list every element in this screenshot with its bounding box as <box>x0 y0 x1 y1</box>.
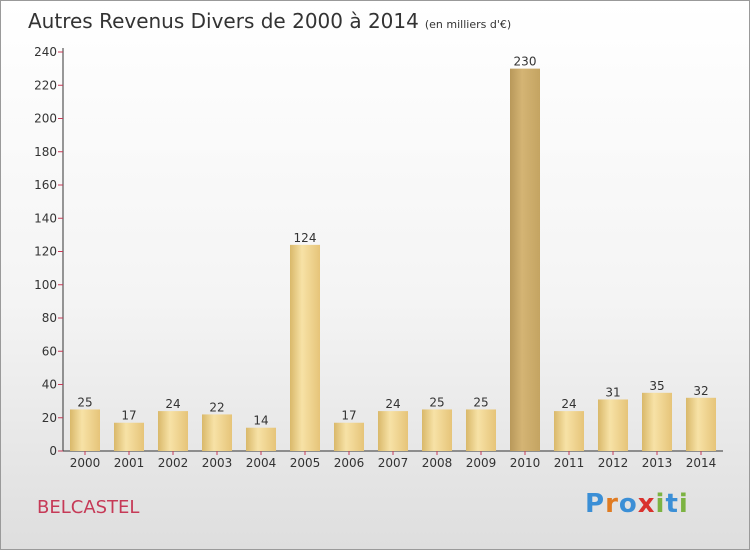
y-tick-label: 0 <box>49 444 57 458</box>
proxiti-logo[interactable]: Proxiti <box>585 489 689 519</box>
bar-value-label: 31 <box>605 385 620 399</box>
bar <box>334 422 364 451</box>
bars: 25 17 24 22 14 124 17 24 25 25 230 24 31 35 32 <box>70 55 716 451</box>
y-tick-label: 60 <box>42 344 57 358</box>
bar-value-label: 25 <box>77 395 92 409</box>
bar <box>158 411 188 451</box>
bar <box>686 397 716 451</box>
x-tick-label: 2013 <box>642 456 673 470</box>
y-tick-label: 140 <box>34 211 57 225</box>
bar <box>466 409 496 451</box>
bar-value-label: 22 <box>209 400 224 414</box>
bar-value-label: 14 <box>253 414 268 428</box>
title-unit: (en milliers d'€) <box>424 18 512 31</box>
logo-letter: i <box>678 489 689 519</box>
x-tick-label: 2007 <box>378 456 409 470</box>
bar-value-label: 230 <box>514 55 537 69</box>
bar <box>554 411 584 451</box>
y-tick-label: 220 <box>34 78 57 92</box>
chart-title: Autres Revenus Divers de 2000 à 2014 (en … <box>28 9 511 33</box>
x-tick-label: 2005 <box>290 456 321 470</box>
bar <box>114 422 144 451</box>
x-tick-label: 2003 <box>202 456 233 470</box>
x-tick-label: 2011 <box>554 456 585 470</box>
y-tick-label: 100 <box>34 278 57 292</box>
title-text: Autres Revenus Divers de 2000 à 2014 <box>28 9 419 33</box>
bar-value-label: 17 <box>341 409 356 423</box>
logo-letter: i <box>655 489 666 519</box>
bar-value-label: 24 <box>561 397 576 411</box>
y-tick-label: 160 <box>34 178 57 192</box>
bar-value-label: 24 <box>165 397 180 411</box>
y-tick-label: 20 <box>42 411 57 425</box>
bar <box>202 414 232 451</box>
bar <box>642 392 672 451</box>
x-tick-label: 2000 <box>70 456 101 470</box>
bar-value-label: 124 <box>294 231 317 245</box>
logo-letter: r <box>605 489 619 519</box>
x-tick-label: 2008 <box>422 456 453 470</box>
axes: 0 20 40 60 80 100 120 140 160 180 200 220 240 2000 200… <box>34 45 723 470</box>
bar <box>510 68 540 451</box>
logo-letter: P <box>585 489 606 519</box>
bar <box>246 427 276 451</box>
bar <box>378 411 408 451</box>
y-tick-label: 240 <box>34 45 57 59</box>
bar-value-label: 25 <box>429 395 444 409</box>
y-tick-label: 80 <box>42 311 57 325</box>
x-tick-label: 2012 <box>598 456 629 470</box>
y-tick-label: 40 <box>42 378 57 392</box>
bar <box>598 399 628 451</box>
place-name: BELCASTEL <box>37 497 140 518</box>
bar-value-label: 17 <box>121 409 136 423</box>
x-tick-label: 2009 <box>466 456 497 470</box>
y-tick-label: 180 <box>34 145 57 159</box>
x-tick-label: 2014 <box>686 456 717 470</box>
bar-value-label: 24 <box>385 397 400 411</box>
y-tick-label: 120 <box>34 245 57 259</box>
x-tick-label: 2004 <box>246 456 277 470</box>
bar-value-label: 25 <box>473 395 488 409</box>
x-tick-label: 2006 <box>334 456 365 470</box>
bar-value-label: 35 <box>649 379 664 393</box>
logo-letter: t <box>665 489 679 519</box>
bar-value-label: 32 <box>693 384 708 398</box>
x-tick-label: 2010 <box>510 456 541 470</box>
bar <box>422 409 452 451</box>
x-tick-label: 2001 <box>114 456 145 470</box>
y-tick-label: 200 <box>34 112 57 126</box>
x-tick-label: 2002 <box>158 456 189 470</box>
logo-letter: o <box>618 489 638 519</box>
logo-letter: x <box>637 489 656 519</box>
bar <box>70 409 100 451</box>
bar <box>290 244 320 451</box>
